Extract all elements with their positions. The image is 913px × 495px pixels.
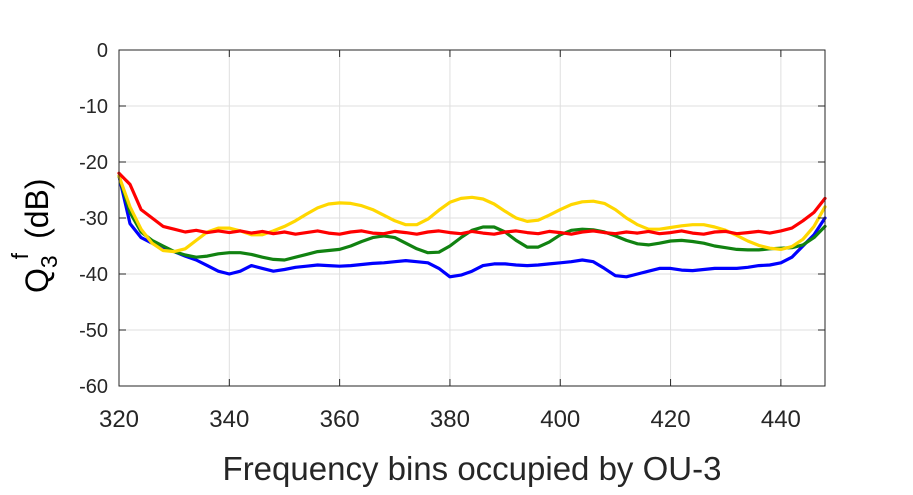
svg-text:Q3f(dB): Q3f (dB)	[7, 178, 62, 293]
series-line-1	[117, 174, 827, 279]
y-axis-label: Q3f (dB)	[7, 178, 62, 293]
x-axis-label: Frequency bins occupied by OU-3	[223, 450, 722, 487]
x-axis-ticks: 320 340 360 380 400 420 440	[99, 50, 801, 433]
x-tick-label: 420	[651, 406, 691, 433]
y-axis-label-main: Q	[19, 268, 55, 293]
y-tick-label: 0	[97, 40, 108, 62]
x-tick-label: 380	[430, 406, 470, 433]
y-axis-ticks: 0 -10 -20 -30 -40 -50 -60	[79, 40, 825, 398]
y-tick-label: -10	[79, 96, 108, 118]
y-axis-label-unit: (dB)	[19, 178, 55, 238]
series-line-4	[117, 171, 827, 236]
y-tick-label: -20	[79, 152, 108, 174]
y-axis-label-superscript: f	[7, 252, 33, 259]
grid-lines	[119, 50, 825, 386]
x-tick-label: 340	[209, 406, 249, 433]
series-group	[117, 171, 827, 279]
y-axis-label-subscript: 3	[36, 255, 62, 268]
x-tick-label: 320	[99, 406, 139, 433]
y-tick-label: -60	[79, 376, 108, 398]
x-tick-label: 400	[540, 406, 580, 433]
y-tick-label: -50	[79, 320, 108, 342]
x-tick-label: 440	[761, 406, 801, 433]
x-tick-label: 360	[320, 406, 360, 433]
y-tick-label: -30	[79, 208, 108, 230]
y-tick-label: -40	[79, 264, 108, 286]
